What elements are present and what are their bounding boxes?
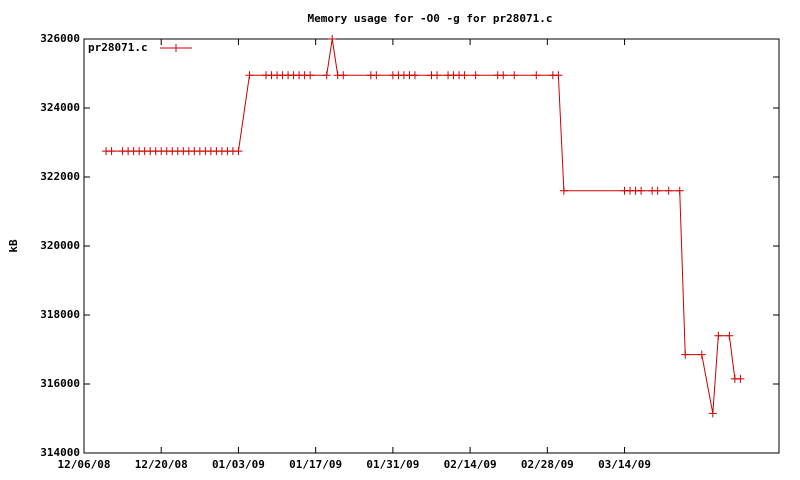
point-marker bbox=[559, 186, 568, 195]
legend-label: pr28071.c bbox=[88, 41, 148, 54]
chart-title: Memory usage for -O0 -g for pr28071.c bbox=[307, 12, 552, 25]
plot-border bbox=[83, 38, 780, 454]
point-marker bbox=[532, 71, 541, 80]
x-tick-label: 03/14/09 bbox=[598, 458, 651, 471]
point-marker bbox=[736, 374, 745, 383]
point-marker bbox=[433, 71, 442, 80]
x-tick-label: 01/03/09 bbox=[212, 458, 265, 471]
point-marker bbox=[339, 71, 348, 80]
point-marker bbox=[328, 35, 337, 43]
x-tick-label: 12/20/08 bbox=[135, 458, 188, 471]
point-marker bbox=[460, 71, 469, 80]
point-marker bbox=[499, 71, 508, 80]
point-marker bbox=[697, 350, 706, 359]
point-marker bbox=[714, 331, 723, 340]
point-marker bbox=[234, 147, 243, 156]
point-marker bbox=[681, 350, 690, 359]
point-marker bbox=[410, 71, 419, 80]
x-tick-label: 12/06/08 bbox=[58, 458, 111, 471]
point-marker bbox=[725, 331, 734, 340]
point-marker bbox=[554, 71, 563, 80]
point-marker bbox=[245, 71, 254, 80]
y-axis-label: kB bbox=[7, 239, 20, 253]
y-tick-label: 326000 bbox=[40, 32, 80, 45]
point-marker bbox=[322, 71, 331, 80]
point-marker bbox=[306, 71, 315, 80]
point-marker bbox=[107, 147, 116, 156]
y-tick-label: 324000 bbox=[40, 101, 80, 114]
point-marker bbox=[372, 71, 381, 80]
x-tick-label: 02/28/09 bbox=[521, 458, 574, 471]
legend-swatch bbox=[160, 44, 192, 52]
point-marker bbox=[471, 71, 480, 80]
point-marker bbox=[708, 409, 717, 418]
y-tick-label: 322000 bbox=[40, 170, 80, 183]
y-tick-label: 320000 bbox=[40, 239, 80, 252]
y-tick-label: 318000 bbox=[40, 308, 80, 321]
x-tick-label: 02/14/09 bbox=[444, 458, 497, 471]
y-tick-label: 314000 bbox=[40, 446, 80, 459]
point-marker bbox=[653, 186, 662, 195]
y-tick-label: 316000 bbox=[40, 377, 80, 390]
point-marker bbox=[664, 186, 673, 195]
point-marker bbox=[637, 186, 646, 195]
series-line bbox=[106, 38, 741, 414]
x-tick-label: 01/17/09 bbox=[289, 458, 342, 471]
x-tick-label: 01/31/09 bbox=[366, 458, 419, 471]
point-marker bbox=[675, 186, 684, 195]
point-marker bbox=[510, 71, 519, 80]
